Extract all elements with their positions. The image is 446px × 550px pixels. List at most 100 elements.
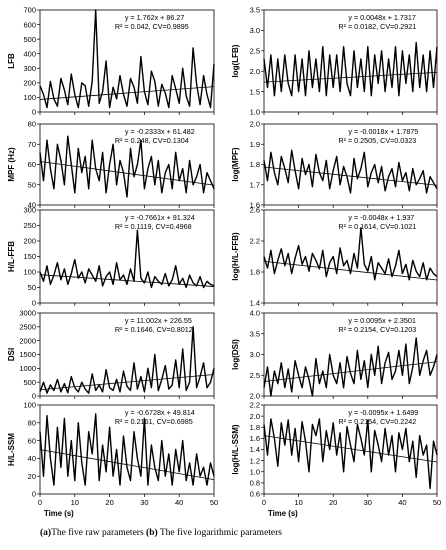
chart-b-4-ytick-label: 1.8 (250, 423, 260, 432)
chart-b-2-ytick-label: 1.8 (250, 268, 260, 277)
chart-b-4-ylabel: log(H/L-SSM) (231, 424, 240, 475)
chart-a-2-ytick-label: 150 (23, 252, 36, 261)
chart-b-0-equation: y = 0.0048x + 1.7317 (348, 13, 416, 22)
chart-a-3-ytick-label: 3000 (19, 309, 36, 318)
chart-b-3-stats: R² = 0.2154, CV=0.1203 (338, 325, 416, 334)
chart-b-4-xlabel: Time (s) (268, 509, 298, 518)
chart-a-1-ytick-label: 70 (28, 140, 36, 149)
chart-b-1-stats: R² = 0.2505, CV=0.0323 (338, 136, 416, 145)
chart-b-2-trendline (263, 260, 438, 281)
caption-part-a-text: The five raw parameters (51, 528, 144, 538)
chart-a-4-xlabel: Time (s) (44, 509, 74, 518)
chart-b-3-equation: y = 0.0095x + 2.3501 (348, 316, 416, 325)
chart-a-3-ytick-label: 2500 (19, 323, 36, 332)
chart-a-0-equation: y = 1.762x + 86.27 (125, 13, 185, 22)
chart-b-4-ytick-label: 1.2 (250, 456, 260, 465)
chart-a-0-ylabel: LFB (7, 53, 16, 69)
chart-a-4-plot-frame (39, 404, 215, 495)
chart-a-3-equation: y = 11.002x + 226.55 (125, 316, 192, 325)
chart-a-2-trendline (39, 274, 215, 287)
chart-a-0-ytick-label: 0 (32, 108, 36, 117)
chart-b-0-series-line (263, 41, 438, 97)
chart-a-4-ytick-label: 20 (28, 472, 36, 481)
chart-b-4-xtick-label: 0 (262, 498, 266, 507)
chart-a-1-ytick-label: 40 (28, 201, 36, 210)
chart-b-1-series-line (263, 149, 438, 194)
chart-a-1-equation: y = -0.2333x + 61.482 (125, 127, 195, 136)
chart-a-0-ytick-label: 400 (23, 49, 36, 58)
caption-part-a-label: (a) (40, 528, 52, 538)
chart-a-2-ytick-label: 0 (32, 299, 36, 308)
chart-a-2-series-line (39, 229, 215, 289)
chart-a-4-xtick-label: 40 (175, 498, 183, 507)
chart-a-2-ytick-label: 250 (23, 221, 36, 230)
chart-b-1-ytick-label: 1.7 (250, 180, 260, 189)
chart-b-1-trendline (263, 166, 438, 186)
chart-b-2-equation: y = -0.0048x + 1.937 (348, 213, 414, 222)
chart-b-3-ytick-label: 3.0 (250, 350, 260, 359)
chart-b-1-equation: y = -0.0018x + 1.7875 (348, 127, 418, 136)
chart-a-4-stats: R² = 0.2161, CV=0.6985 (115, 417, 193, 426)
chart-b-3-ylabel: log(DSI) (231, 339, 240, 370)
chart-b-2-ytick-label: 2.2 (250, 237, 260, 246)
caption-part-b-label: (b) (146, 528, 158, 538)
chart-b-4-xtick-label: 40 (398, 498, 406, 507)
chart-b-4-stats: R² = 0.2154, CV=0.2242 (338, 417, 416, 426)
chart-b-4-ytick-label: 0.6 (250, 490, 260, 499)
chart-a-3-trendline (39, 374, 215, 391)
chart-b-2-ytick-label: 2.6 (250, 206, 260, 215)
chart-a-3-stats: R² = 0.1646, CV=0.8012 (115, 325, 193, 334)
chart-a-2-ytick-label: 200 (23, 237, 36, 246)
chart-a-4-ytick-label: 0 (32, 490, 36, 499)
chart-a-0-ytick-label: 100 (23, 93, 36, 102)
chart-b-2-series-line (263, 227, 438, 281)
chart-b-1-ytick-label: 1.8 (250, 160, 260, 169)
chart-a-4-xtick-label: 50 (210, 498, 218, 507)
chart-b-4-ytick-label: 2.2 (250, 401, 260, 410)
caption-part-b-text: The five logarithmic parameters (159, 528, 283, 538)
chart-a-0-ytick-label: 200 (23, 79, 36, 88)
chart-b-3-ytick-label: 2.5 (250, 371, 260, 380)
chart-a-2-equation: y = -0.7661x + 91.324 (125, 213, 195, 222)
chart-b-1-ylabel: log(MPF) (231, 147, 240, 182)
chart-a-3-ytick-label: 1000 (19, 364, 36, 373)
chart-b-0-ytick-label: 2.5 (250, 47, 260, 56)
chart-a-1-ylabel: MPF (Hz) (7, 147, 16, 182)
chart-a-1-trendline (39, 161, 215, 186)
chart-b-0-ytick-label: 3.0 (250, 26, 260, 35)
chart-a-2-ylabel: H/L-FFB (7, 241, 16, 272)
chart-b-0-ytick-label: 1.0 (250, 108, 260, 117)
chart-b-4-xtick-label: 10 (294, 498, 302, 507)
chart-a-0-plot-frame (39, 9, 215, 113)
chart-a-1-ytick-label: 60 (28, 160, 36, 169)
chart-b-4-ytick-label: 2.0 (250, 412, 260, 421)
chart-b-2-stats: R² = 0.1614, CV=0.1021 (338, 222, 416, 231)
chart-b-4-xtick-label: 50 (433, 498, 441, 507)
chart-a-0-trendline (39, 86, 215, 100)
chart-a-1-stats: R² = 0.248, CV=0.1304 (115, 136, 189, 145)
chart-b-3-ytick-label: 3.5 (250, 329, 260, 338)
chart-b-4-ytick-label: 0.8 (250, 479, 260, 488)
chart-a-1-series-line (39, 135, 215, 198)
chart-b-1-ytick-label: 2.0 (250, 120, 260, 129)
chart-b-0-ylabel: log(LFB) (231, 44, 240, 77)
chart-a-4-series-line (39, 413, 215, 486)
chart-a-3-ytick-label: 500 (23, 378, 36, 387)
chart-b-1-ytick-label: 1.9 (250, 140, 260, 149)
chart-a-0-ytick-label: 600 (23, 20, 36, 29)
chart-b-1-ytick-label: 1.6 (250, 201, 260, 210)
chart-a-3-ytick-label: 1500 (19, 350, 36, 359)
chart-b-4-ytick-label: 1.0 (250, 467, 260, 476)
chart-b-4-xtick-label: 20 (329, 498, 337, 507)
chart-b-0-stats: R² = 0.0182, CV=0.2921 (338, 22, 416, 31)
chart-a-2-ytick-label: 50 (28, 283, 36, 292)
chart-a-4-ylabel: H/L-SSM (7, 433, 16, 466)
chart-a-4-xtick-label: 20 (105, 498, 113, 507)
chart-a-4-equation: y = -0.6728x + 49.814 (125, 408, 195, 417)
chart-a-0-ytick-label: 500 (23, 35, 36, 44)
chart-b-3-series-line (263, 337, 438, 397)
chart-b-2-ylabel: log(H/L-FFB) (231, 232, 240, 281)
chart-a-4-trendline (39, 449, 215, 480)
chart-b-3-ytick-label: 2.0 (250, 392, 260, 401)
